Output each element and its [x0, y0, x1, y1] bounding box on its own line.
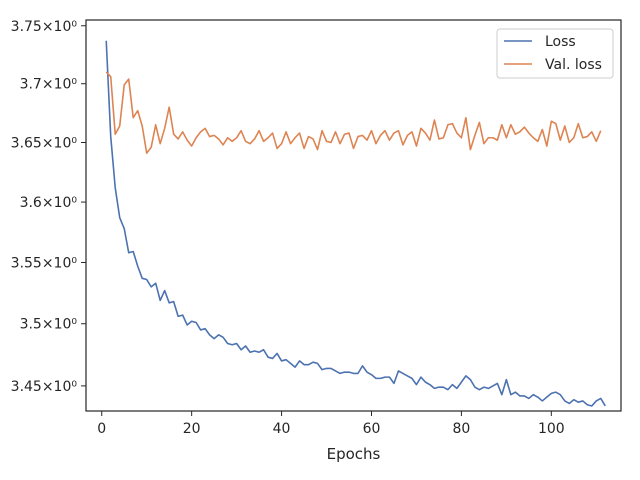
- y-tick-label: 3.6×10⁰: [20, 195, 78, 211]
- y-tick-label: 3.5×10⁰: [20, 317, 78, 333]
- x-axis-ticks: 0 20 40 60 80 100: [97, 411, 565, 437]
- y-tick-label: 3.7×10⁰: [20, 77, 78, 93]
- y-tick-label: 3.75×10⁰: [11, 19, 78, 35]
- series-lines: [105, 40, 606, 407]
- series-line-val-loss: [105, 71, 602, 154]
- legend-label-loss: Loss: [545, 34, 576, 50]
- plot-frame: [85, 19, 622, 412]
- x-tick-label: 20: [183, 421, 201, 437]
- x-axis-label: Epochs: [327, 445, 381, 463]
- legend-label-val-loss: Val. loss: [545, 57, 602, 73]
- series-line-loss: [105, 40, 606, 407]
- x-tick-label: 60: [363, 421, 381, 437]
- legend: Loss Val. loss: [496, 28, 614, 79]
- x-tick-label: 100: [538, 421, 565, 437]
- x-tick-label: 0: [97, 421, 106, 437]
- y-axis-ticks: 3.45×10⁰ 3.5×10⁰ 3.55×10⁰ 3.6×10⁰ 3.65×10⁰ 3.…: [11, 19, 86, 395]
- x-tick-label: 80: [452, 421, 470, 437]
- y-tick-label: 3.55×10⁰: [11, 255, 78, 271]
- y-tick-label: 3.65×10⁰: [11, 135, 78, 151]
- y-tick-label: 3.45×10⁰: [11, 379, 78, 395]
- x-tick-label: 40: [273, 421, 291, 437]
